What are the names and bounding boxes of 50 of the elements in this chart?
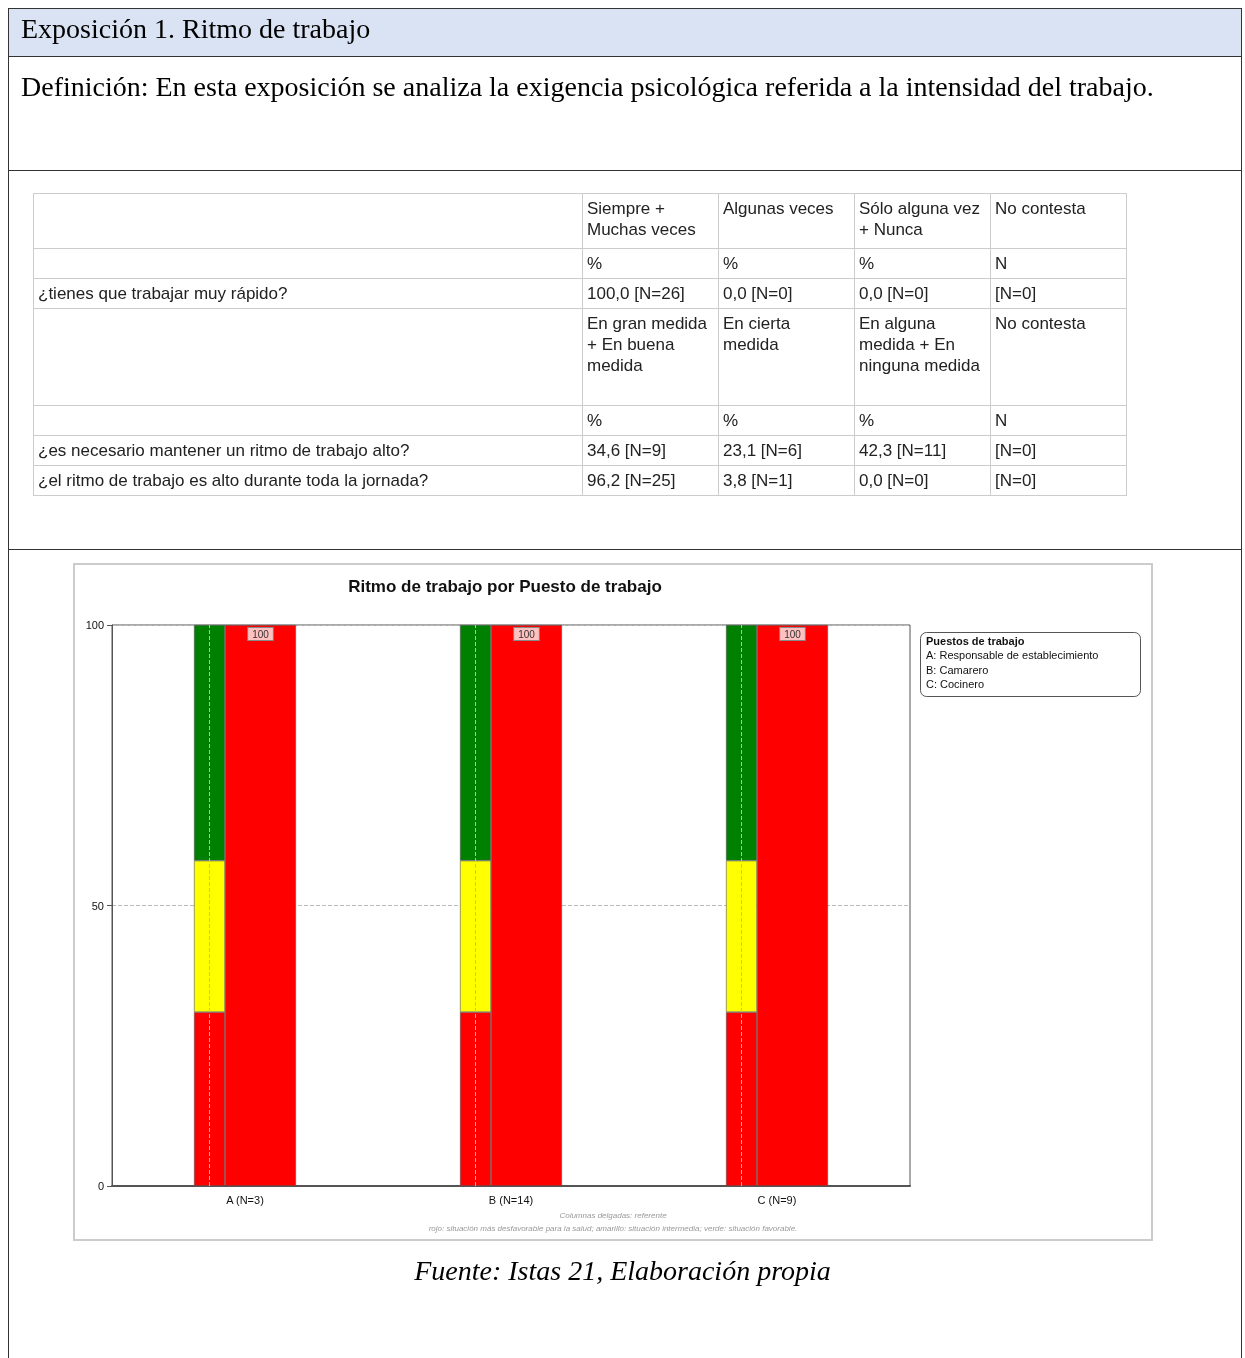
text: Exposición 1. Ritmo de trabajo: [9, 9, 1241, 57]
text: %: [718, 405, 855, 436]
text: En cierta medida: [718, 308, 855, 406]
text: N: [990, 248, 1127, 279]
data-label: 100: [784, 628, 802, 640]
text: Siempre + Muchas veces: [582, 193, 719, 249]
text: Puestos de trabajo: [926, 634, 1025, 647]
text: 96,2 [N=25]: [582, 465, 719, 496]
text: En gran medida + En buena medida: [582, 308, 719, 406]
text: 34,6 [N=9]: [582, 435, 719, 466]
text: rojo: situación más desfavorable para la salud; amarillo: situación intermedia; verde: situación favorable.: [428, 1223, 798, 1233]
text: Sólo alguna vez + Nunca: [854, 193, 991, 249]
text: ¿el ritmo de trabajo es alto durante toda la jornada?: [33, 465, 583, 496]
source-note: Fuente: Istas 21, Elaboración propia: [413, 1255, 832, 1287]
x-tick-label: B (N=14): [488, 1193, 534, 1206]
text: %: [582, 248, 719, 279]
text: 23,1 [N=6]: [718, 435, 855, 466]
text: A: Responsable de establecimiento: [926, 649, 1099, 661]
text: [N=0]: [990, 435, 1127, 466]
text: 3,8 [N=1]: [718, 465, 855, 496]
x-tick-label: A (N=3): [226, 1193, 264, 1206]
y-tick-label: 100: [85, 619, 104, 631]
text: No contesta: [990, 193, 1127, 249]
text: Algunas veces: [718, 193, 855, 249]
text: [N=0]: [990, 465, 1127, 496]
text: [N=0]: [990, 278, 1127, 309]
text: C: Cocinero: [926, 678, 985, 690]
chart-title: Ritmo de trabajo por Puesto de trabajo: [348, 577, 662, 596]
text: No contesta: [990, 308, 1127, 406]
text: 42,3 [N=11]: [854, 435, 991, 466]
text: 100,0 [N=26]: [582, 278, 719, 309]
text: %: [854, 248, 991, 279]
text: 0,0 [N=0]: [718, 278, 855, 309]
x-tick-label: C (N=9): [757, 1193, 797, 1206]
y-tick-label: 50: [91, 899, 104, 912]
text: 0,0 [N=0]: [854, 465, 991, 496]
text: En alguna medida + En ninguna medida: [854, 308, 991, 406]
text: Definición: En esta exposición se analiza la exigencia psicológica referida a la intensidad del trabajo.: [9, 51, 1241, 171]
text: N: [990, 405, 1127, 436]
text: Columnas delgadas: referente: [559, 1210, 668, 1220]
text: 0,0 [N=0]: [854, 278, 991, 309]
data-label: 100: [252, 628, 270, 640]
text: %: [718, 248, 855, 279]
text: ¿es necesario mantener un ritmo de trabajo alto?: [33, 435, 583, 466]
text: B: Camarero: [926, 663, 989, 676]
data-label: 100: [518, 628, 536, 640]
y-tick-label: 0: [97, 1180, 104, 1192]
text: ¿tienes que trabajar muy rápido?: [33, 278, 583, 309]
text: %: [582, 405, 719, 436]
text: %: [854, 405, 991, 436]
